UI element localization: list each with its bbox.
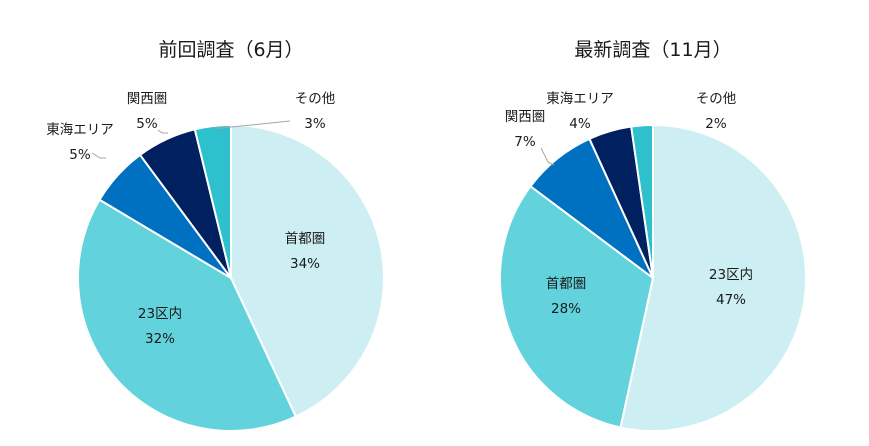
slice-value-shutoken-previous: 34% xyxy=(290,256,320,272)
slice-value-kansai-previous: 5% xyxy=(136,116,158,132)
chart-title-latest-survey: 最新調査（11月） xyxy=(574,39,731,61)
pie-slice-shutoken-latest xyxy=(499,185,654,429)
slice-label-kansai-latest: 関西圏 xyxy=(505,109,546,125)
slice-label-tokai-previous: 東海エリア xyxy=(46,122,114,138)
pie-slice-other-latest xyxy=(630,124,654,279)
slice-label-other-previous: その他 xyxy=(295,91,336,107)
slice-label-shutoken-latest: 首都圏 xyxy=(546,276,587,292)
slice-label-shutoken-previous: 首都圏 xyxy=(285,231,326,247)
slice-label-tokai-latest: 東海エリア xyxy=(546,91,614,107)
slice-value-kansai-latest: 7% xyxy=(514,134,536,150)
pie-slices xyxy=(499,124,807,432)
chart-title-previous-survey: 前回調査（6月） xyxy=(158,39,303,61)
slice-value-23-ku-previous: 32% xyxy=(145,331,175,347)
pie-slice-23-ku-latest xyxy=(619,124,807,432)
pie-slices xyxy=(76,124,385,432)
leader-line-kansai-previous xyxy=(157,129,168,134)
slice-label-23-ku-previous: 23区内 xyxy=(138,306,182,322)
pie-slice-other-previous xyxy=(193,124,232,279)
slice-label-kansai-previous: 関西圏 xyxy=(127,91,168,107)
slice-value-tokai-previous: 5% xyxy=(69,147,91,163)
leader-line-kansai-latest xyxy=(540,147,555,166)
slice-value-other-previous: 3% xyxy=(304,116,326,132)
pie-slice-23-ku-previous xyxy=(76,198,297,432)
slice-value-tokai-latest: 4% xyxy=(569,116,591,132)
slice-value-other-latest: 2% xyxy=(705,116,727,132)
slice-label-23-ku-latest: 23区内 xyxy=(709,267,753,283)
leader-line-other-previous xyxy=(214,120,291,129)
leader-line-tokai-previous xyxy=(91,152,106,159)
pie-chart-previous-survey: 前回調査（6月） 首都圏 34% 23区内 32% 東海エリア 5% 関西圏 5% その他 3% xyxy=(46,39,385,432)
slice-value-shutoken-latest: 28% xyxy=(551,301,581,317)
pie-slice-shutoken-previous xyxy=(230,124,385,418)
pie-chart-latest-survey: 最新調査（11月） 23区内 47% 首都圏 28% 関西圏 7% 東海エリア 4% その他 2% xyxy=(499,39,807,432)
slice-label-other-latest: その他 xyxy=(696,91,737,107)
slice-value-23-ku-latest: 47% xyxy=(716,292,746,308)
